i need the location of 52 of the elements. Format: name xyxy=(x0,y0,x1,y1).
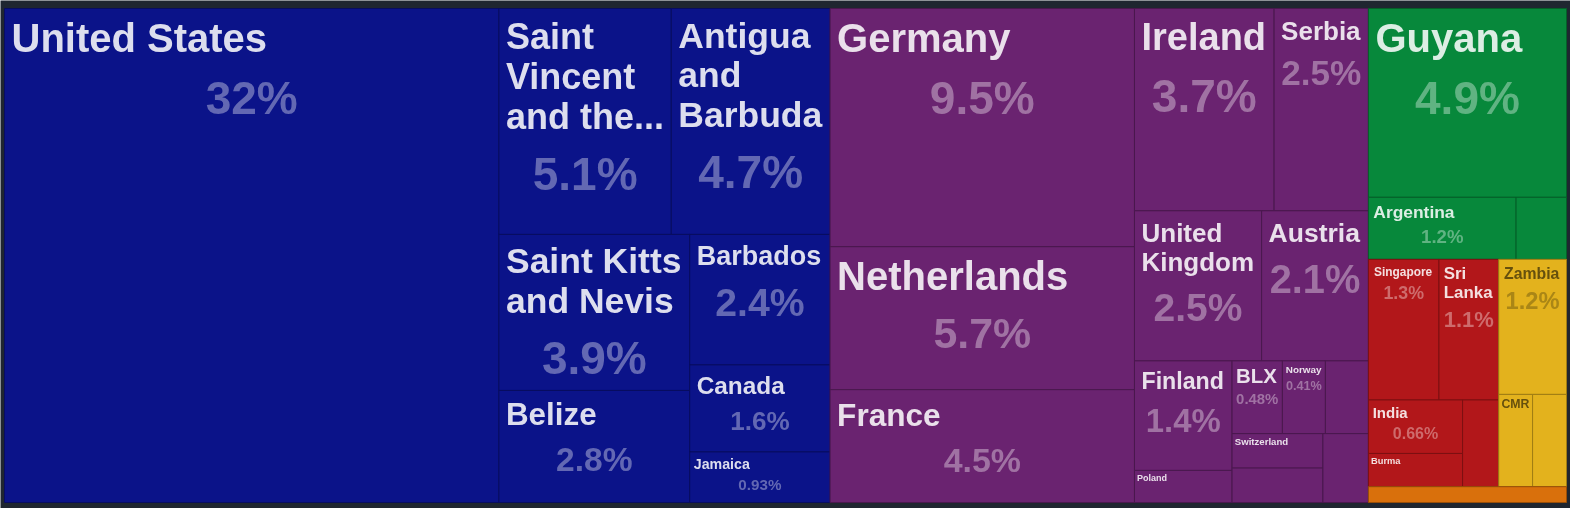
category-label: Austria xyxy=(1268,217,1361,248)
data-label: 2.8% xyxy=(556,441,633,478)
category-label: Serbia xyxy=(1281,15,1362,46)
data-label: 4.7% xyxy=(698,146,804,199)
category-label: Norway xyxy=(1285,364,1323,376)
category-label: Burma xyxy=(1371,456,1402,467)
category-label: India xyxy=(1372,404,1409,422)
category-label: CMR xyxy=(1501,397,1530,412)
data-label: 3.9% xyxy=(541,332,647,385)
data-label: 2.4% xyxy=(715,281,805,325)
category-label: Singapore xyxy=(1374,265,1433,279)
data-label: 1.1% xyxy=(1443,307,1494,333)
category-label: Barbados xyxy=(696,241,822,272)
category-label: Saint Kitts and Nevis xyxy=(505,241,682,322)
data-label: 0.66% xyxy=(1392,425,1439,443)
data-label: 3.7% xyxy=(1151,69,1257,122)
data-label: 1.3% xyxy=(1383,282,1425,303)
data-label: 9.5% xyxy=(929,71,1035,124)
data-label: 32% xyxy=(205,71,298,124)
category-label: Finland xyxy=(1141,367,1224,394)
data-label: 1.4% xyxy=(1145,402,1221,440)
data-label: 2.5% xyxy=(1153,285,1243,329)
data-label: 4.9% xyxy=(1415,71,1520,124)
data-label: 1.6% xyxy=(730,405,790,436)
data-label: 4.5% xyxy=(943,440,1021,479)
category-label: Antigua and Barbuda xyxy=(678,15,823,136)
data-label: 0.93% xyxy=(738,475,782,493)
data-label: 1.2% xyxy=(1505,288,1560,315)
category-label: Jamaica xyxy=(693,455,750,472)
category-label: Argentina xyxy=(1373,202,1455,223)
data-label: 5.7% xyxy=(933,309,1032,358)
category-label: Saint Vincent and the... xyxy=(505,15,664,138)
category-label: United Kingdom xyxy=(1141,217,1255,277)
category-label: Ireland xyxy=(1141,15,1267,58)
category-label: Netherlands xyxy=(837,253,1069,298)
data-label: 0.48% xyxy=(1236,391,1279,408)
category-label: BLX xyxy=(1236,364,1278,387)
category-label: Canada xyxy=(696,371,786,399)
category-label: Guyana xyxy=(1375,15,1523,60)
data-label: 1.2% xyxy=(1421,226,1464,248)
category-label: Belize xyxy=(505,397,597,433)
data-label: 2.1% xyxy=(1269,257,1361,302)
category-label: Germany xyxy=(837,15,1012,60)
data-label: 5.1% xyxy=(532,147,638,200)
category-label: United States xyxy=(11,15,268,60)
category-label: Switzerland xyxy=(1234,436,1289,448)
category-label: Poland xyxy=(1137,472,1168,483)
category-label: France xyxy=(837,396,941,433)
category-label: Zambia xyxy=(1504,264,1560,282)
data-label: 0.41% xyxy=(1285,378,1322,393)
category-label: Sri Lanka xyxy=(1443,264,1494,303)
data-label: 2.5% xyxy=(1281,53,1362,93)
